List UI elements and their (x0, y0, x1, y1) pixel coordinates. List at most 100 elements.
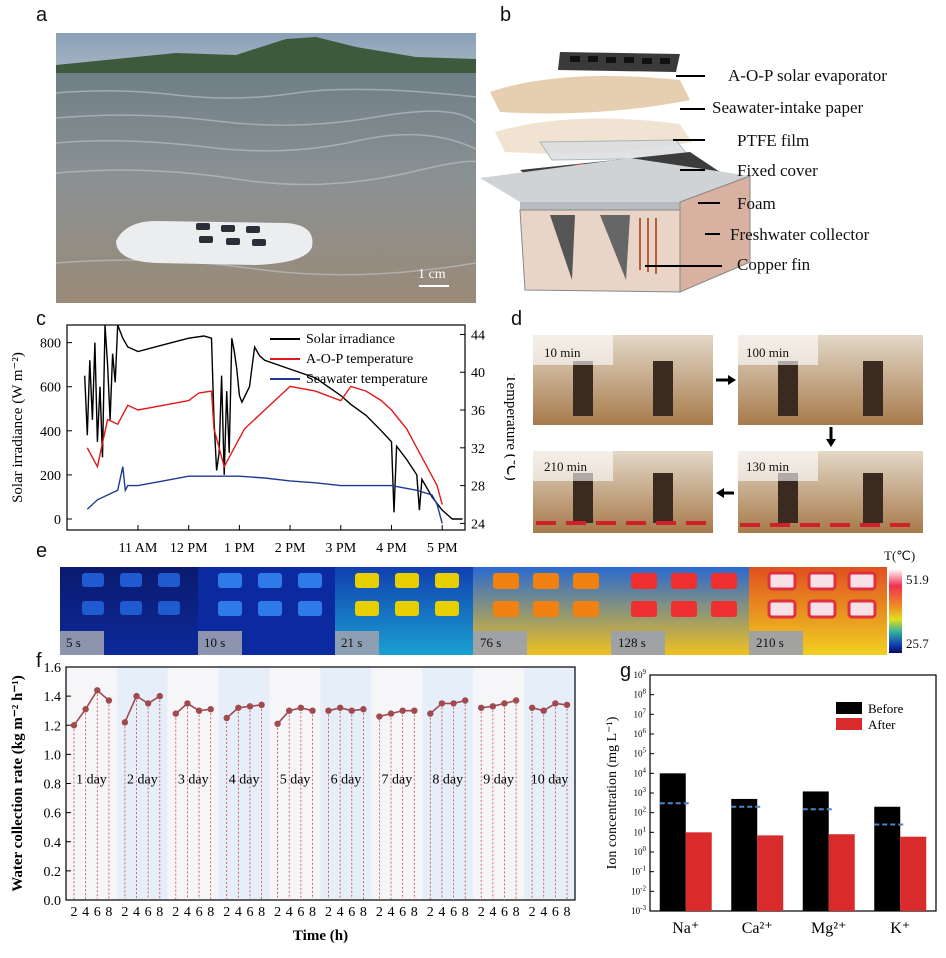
y-tick-label: 600 (40, 381, 61, 396)
x-tick-label: 6 (145, 905, 152, 920)
day-band (422, 667, 474, 900)
y-tick-label: 10-3 (631, 904, 646, 916)
data-point (309, 707, 316, 714)
x-tick-label: 8 (513, 905, 520, 920)
legend-label: Before (868, 701, 904, 716)
thermal-time-1: 5 s (66, 635, 81, 650)
x-tick-label: 2 (376, 905, 383, 920)
x-tick-label: 8 (309, 905, 316, 920)
x-tick-label: 6 (297, 905, 304, 920)
layer-label-evaporator: A-O-P solar evaporator (728, 66, 887, 85)
evaporator-layer (558, 52, 680, 72)
panel-label-g: g (620, 660, 632, 682)
x-tick-label: 2 (71, 905, 78, 920)
x-tick-label: 6 (246, 905, 253, 920)
legend-label: Solar irradiance (306, 332, 395, 347)
layer-label-collector: Freshwater collector (730, 225, 870, 244)
data-point (411, 707, 418, 714)
timelapse-photos: 10 min 100 min 210 min 130 min (528, 333, 928, 538)
data-point (82, 706, 89, 713)
time-label-d2: 100 min (746, 345, 789, 360)
x-tick-label: 2 (172, 905, 179, 920)
bar-before (874, 806, 901, 911)
x-tick-label: 2 (121, 905, 128, 920)
panel-label-e: e (36, 540, 48, 562)
data-point (133, 692, 140, 700)
day-band (371, 667, 423, 900)
thermal-frame-3 (335, 567, 473, 655)
day-label: 2 day (127, 773, 158, 788)
data-point (489, 703, 497, 710)
thermal-time-4: 76 s (480, 635, 502, 650)
data-point (462, 697, 469, 704)
x-tick-label: 4 (286, 905, 293, 920)
y-tick-label: 100 (634, 845, 647, 857)
day-line (277, 706, 313, 725)
data-point (563, 701, 571, 709)
x-tick-label: 8 (564, 905, 571, 920)
panel-label-a: a (36, 4, 48, 26)
day-line (481, 699, 517, 709)
layer-label-fixed-cover: Fixed cover (737, 161, 818, 180)
photo-d3 (533, 451, 713, 533)
x-tick-label: 6 (348, 905, 355, 920)
series-line-1 (84, 324, 463, 520)
x-tick-label: 4 PM (376, 541, 407, 556)
x-tick-label: 2 (529, 905, 536, 920)
day-band (269, 667, 321, 900)
data-point (246, 703, 254, 710)
x-tick-label: 6 (399, 905, 406, 920)
seawater-photo: 1 cm (56, 33, 476, 303)
y-tick-label: 102 (634, 806, 647, 818)
day-line (73, 689, 110, 726)
y2-tick-label: 28 (471, 480, 485, 495)
thermal-time-5: 128 s (618, 635, 646, 650)
data-point (387, 710, 395, 717)
y-tick-label: 0.0 (44, 894, 62, 909)
bar-after (900, 836, 927, 911)
y2-axis-label: Temperature (℃) (503, 374, 515, 480)
legend-label: Seawater temperature (306, 372, 428, 387)
x-tick-label: 6 (196, 905, 203, 920)
panel-label-d: d (511, 308, 523, 330)
series-line-3 (86, 466, 443, 524)
data-point (360, 706, 367, 713)
thermal-strip: 5 s 10 s 21 s 76 s 128 s 210 s (60, 567, 890, 655)
data-point (184, 700, 191, 707)
x-tick-label: 6 (94, 905, 101, 920)
data-point (450, 700, 457, 707)
y-tick-label: 1.4 (44, 690, 62, 705)
x-tick-label: 8 (258, 905, 265, 920)
layer-label-intake-paper: Seawater-intake paper (712, 98, 864, 117)
x-tick-label: 4 (438, 905, 445, 920)
y-axis-label: Solar irradiance (W m⁻²) (10, 352, 26, 503)
bar-before (659, 773, 686, 911)
legend-label: A-O-P temperature (306, 352, 413, 367)
data-point (286, 707, 293, 714)
y-tick-label: 10-2 (631, 884, 646, 896)
time-label-d4: 130 min (746, 459, 789, 474)
data-point (540, 707, 547, 714)
day-label: 3 day (178, 773, 209, 788)
data-point (438, 700, 446, 707)
x-tick-label: 2 (325, 905, 332, 920)
day-label: 9 day (483, 773, 514, 788)
chart-c: 0 200 400 600 800 24 28 32 36 40 44 11 AM 12 PM 1 PM 2… (0, 320, 519, 565)
day-label: 6 day (331, 773, 362, 788)
y2-tick-label: 44 (471, 328, 485, 343)
scale-bar-label: 1 cm (418, 267, 446, 282)
data-point (235, 704, 242, 711)
day-line (531, 702, 568, 712)
x-tick-label: 12 PM (170, 541, 208, 556)
x-tick-label: 4 (337, 905, 344, 920)
colorbar-title: T(℃) (884, 548, 916, 563)
legend-swatch (836, 702, 862, 714)
photo-d1 (533, 335, 713, 425)
thermal-frame-4 (473, 567, 611, 655)
x-tick-label: 6 (552, 905, 559, 920)
data-point (348, 707, 355, 714)
x-tick-label: 1 PM (224, 541, 255, 556)
x-tick-label: 6 (450, 905, 457, 920)
x-tick-label: 5 PM (427, 541, 458, 556)
x-tick-label: 2 (478, 905, 485, 920)
